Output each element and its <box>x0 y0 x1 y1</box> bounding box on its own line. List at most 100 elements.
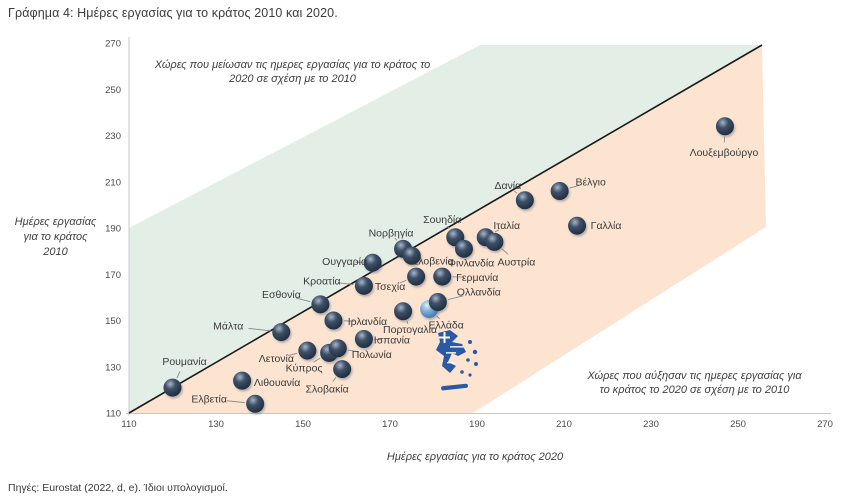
y-tick-label: 110 <box>106 409 121 420</box>
country-label: Ιταλία <box>493 220 520 232</box>
data-point <box>354 330 373 348</box>
data-point <box>394 302 413 321</box>
country-label: Ελβετία <box>191 393 227 405</box>
label-leader-line <box>296 297 311 303</box>
country-label: Μάλτα <box>213 321 243 333</box>
x-tick-label: 130 <box>208 419 224 430</box>
country-label: Ολλανδία <box>457 287 501 299</box>
y-tick-label: 170 <box>105 270 121 281</box>
x-tick-label: 110 <box>121 419 136 430</box>
country-label: Πολωνία <box>352 349 392 361</box>
x-tick-label: 170 <box>382 419 398 430</box>
y-tick-label: 270 <box>105 39 121 50</box>
label-leader-line <box>447 295 464 300</box>
country-label: Πορτογαλία <box>383 324 437 336</box>
data-point <box>333 360 352 379</box>
diagonal-reference-line <box>128 44 763 414</box>
country-label: Ιρλανδία <box>348 316 387 328</box>
x-tick-label: 190 <box>469 419 485 430</box>
data-point <box>428 293 447 311</box>
y-tick-label: 250 <box>105 85 121 96</box>
label-leader-line <box>494 229 499 233</box>
country-label: Λετονία <box>259 353 294 365</box>
data-point <box>233 371 252 390</box>
source-note: Πηγές: Eurostat (2022, d, e). Ίδιοι υπολ… <box>8 482 228 494</box>
country-label: Αυστρία <box>498 256 536 268</box>
data-point <box>568 216 587 235</box>
data-point <box>298 341 317 360</box>
data-points <box>163 117 734 413</box>
y-tick-label: 190 <box>105 224 121 235</box>
y-axis-title: Ημέρες εργασίας για το κράτος 2010 <box>14 216 97 258</box>
country-label: Ελλάδα <box>428 319 463 331</box>
y-tick-label: 130 <box>105 362 121 373</box>
label-leader-line <box>288 352 298 356</box>
label-leader-line <box>406 320 409 324</box>
country-labels: Ρουμανία Ελβετία Λιθουανία Μάλτα ΕσθονίαΚροα… <box>162 147 758 406</box>
country-label: Φινλανδία <box>448 257 495 269</box>
data-point <box>515 191 534 210</box>
x-tick-label: 250 <box>730 419 746 430</box>
country-label: Σλοβενία <box>412 255 454 267</box>
data-point <box>402 246 421 265</box>
data-point <box>311 295 330 314</box>
x-tick-label: 210 <box>556 419 572 430</box>
country-label: Τσεχία <box>375 281 405 293</box>
country-label: Βέλγιο <box>575 177 606 189</box>
leader-lines <box>176 136 725 404</box>
country-label: Νορβηγία <box>369 227 414 239</box>
country-label: Ουγγαρία <box>322 256 367 268</box>
label-leader-line <box>399 279 407 284</box>
label-leader-line <box>248 327 271 332</box>
country-label: Ρουμανία <box>162 356 206 368</box>
country-label: Σλοβακία <box>306 384 349 396</box>
data-point <box>550 182 569 200</box>
y-tick-label: 210 <box>105 177 121 188</box>
annotation-decrease: Χώρες που μείωσαν τις ημερες εργασίας γι… <box>154 59 431 86</box>
country-label: Κροατία <box>303 275 340 287</box>
x-tick-label: 150 <box>295 419 311 430</box>
data-point <box>454 239 473 258</box>
country-label: Γερμανία <box>456 272 498 284</box>
data-point <box>328 339 347 358</box>
label-leader-line <box>313 357 321 363</box>
label-leader-line <box>446 225 450 230</box>
label-leader-line <box>394 237 398 241</box>
data-point <box>363 253 382 272</box>
y-tick-label: 150 <box>105 316 121 327</box>
label-leader-line <box>514 190 518 194</box>
x-tick-label: 230 <box>643 419 659 430</box>
data-point <box>485 232 504 251</box>
label-leader-line <box>176 371 181 379</box>
country-label: Εσθονία <box>262 289 301 301</box>
data-point <box>163 378 182 397</box>
country-label: Σουηδία <box>423 214 461 226</box>
data-point <box>433 267 452 286</box>
data-point <box>715 117 734 136</box>
country-label: Κύπρος <box>286 362 323 374</box>
country-label: Ισπανία <box>374 335 410 347</box>
country-label: Λιθουανία <box>254 377 301 389</box>
label-leader-line <box>436 315 440 320</box>
figure-title: Γράφημα 4: Ημέρες εργασίας για το κράτος… <box>8 6 338 20</box>
country-label: Λουξεμβούργο <box>690 147 759 159</box>
label-leader-line <box>348 349 359 353</box>
annotation-increase: Χώρες που αύξησαν τις ημερες εργασίας γι… <box>587 370 802 397</box>
data-point <box>272 323 291 342</box>
label-leader-line <box>226 400 245 404</box>
x-tick-label: 270 <box>817 419 833 430</box>
label-leader-line <box>337 282 354 286</box>
data-point <box>246 394 265 413</box>
data-point <box>354 276 373 295</box>
y-tick-label: 230 <box>105 131 121 142</box>
data-point <box>324 311 343 330</box>
data-point <box>407 267 426 286</box>
greece-map-flag-graphic <box>436 330 478 391</box>
label-leader-line <box>332 377 337 382</box>
label-leader-line <box>501 248 509 255</box>
x-axis-title: Ημέρες εργασίας για το κράτος 2020 <box>386 451 564 463</box>
country-label: Δανία <box>494 180 521 192</box>
country-label: Γαλλία <box>591 220 622 232</box>
